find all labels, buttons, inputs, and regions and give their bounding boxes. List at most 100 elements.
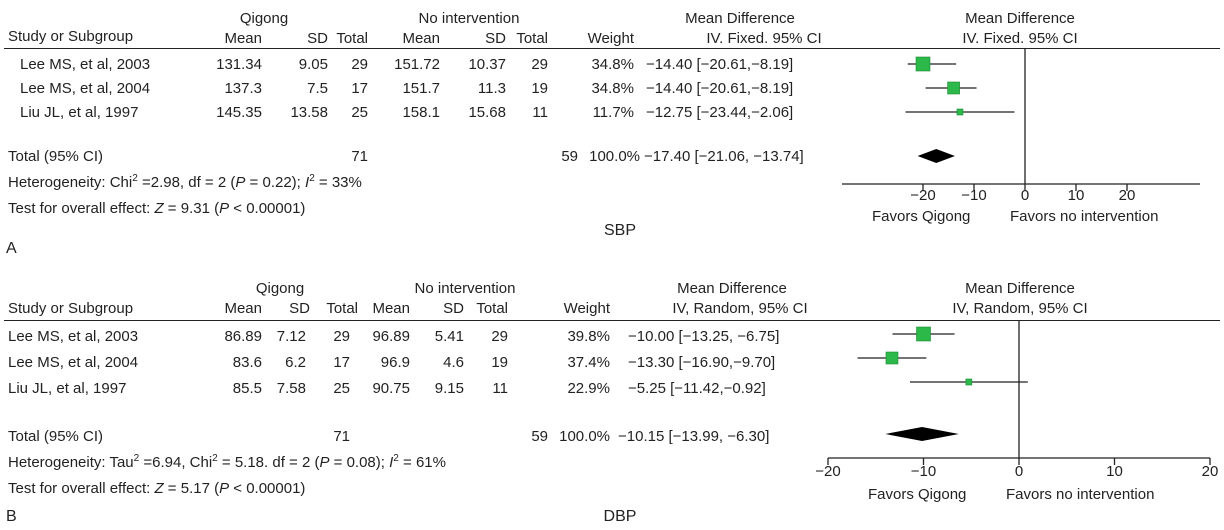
total-weight: 100.0%: [589, 148, 640, 165]
mean2-cell: 96.9: [380, 354, 410, 371]
study-marker: [965, 378, 973, 386]
md-header-left: Mean Difference: [685, 10, 795, 27]
weight-cell: 34.8%: [591, 80, 634, 97]
study-name: Lee MS, et al, 2003: [20, 56, 151, 73]
group2-header: No intervention: [414, 280, 516, 297]
weight-cell: 22.9%: [567, 380, 610, 397]
n1-cell: 17: [333, 354, 350, 371]
total-n1: 71: [333, 428, 350, 445]
panel-letter: A: [6, 240, 17, 257]
sd2-cell: 5.41: [434, 328, 464, 345]
study-col-header: Study or Subgroup: [8, 28, 134, 45]
md-header-right: Mean Difference: [965, 10, 1075, 27]
group1-header: Qigong: [255, 280, 305, 297]
n2-cell: 29: [491, 328, 508, 345]
pooled-diamond: [917, 149, 955, 163]
n1-cell: 25: [333, 380, 350, 397]
overall-effect-text: Test for overall effect: Z = 5.17 (P < 0…: [8, 480, 306, 497]
favors-left-label: Favors Qigong: [868, 486, 967, 503]
total-label: Total (95% CI): [8, 148, 104, 165]
n1-cell: 29: [351, 56, 368, 73]
sd1-cell: 9.05: [298, 56, 328, 73]
ci-cell: −13.30 [−16.90,−9.70]: [628, 354, 776, 371]
panel-outcome-label: SBP: [603, 222, 636, 239]
mean1-cell: 86.89: [224, 328, 262, 345]
mean2-col-header: Mean: [372, 300, 410, 317]
total2-col-header: Total: [516, 30, 548, 47]
study-marker: [915, 56, 931, 72]
ci-col-header: IV, Random, 95% CI: [672, 300, 808, 317]
mean2-cell: 90.75: [372, 380, 410, 397]
sd1-col-header: SD: [289, 300, 310, 317]
weight-cell: 37.4%: [567, 354, 610, 371]
x-tick-label: 20: [1202, 463, 1219, 480]
total1-col-header: Total: [336, 30, 368, 47]
weight-col-header: Weight: [563, 300, 610, 317]
mean1-cell: 85.5: [232, 380, 262, 397]
n1-cell: 25: [351, 104, 368, 121]
study-marker: [885, 351, 899, 365]
n2-cell: 11: [492, 380, 508, 397]
group2-header: No intervention: [418, 10, 520, 27]
weight-cell: 11.7%: [592, 104, 634, 121]
ci-cell: −14.40 [−20.61,−8.19]: [646, 80, 794, 97]
study-name: Lee MS, et al, 2003: [8, 328, 139, 345]
mean2-cell: 96.89: [372, 328, 410, 345]
mean2-col-header: Mean: [402, 30, 440, 47]
mean2-cell: 151.72: [394, 56, 440, 73]
sd2-col-header: SD: [443, 300, 464, 317]
n2-cell: 11: [532, 104, 548, 121]
study-name: Liu JL, et al, 1997: [20, 104, 139, 121]
favors-left-label: Favors Qigong: [872, 208, 971, 225]
ci-col-header: IV. Fixed. 95% CI: [706, 30, 822, 47]
mean2-cell: 158.1: [402, 104, 440, 121]
sd1-col-header: SD: [307, 30, 328, 47]
study-name: Liu JL, et al, 1997: [8, 380, 127, 397]
n2-cell: 19: [531, 80, 548, 97]
ci-cell: −5.25 [−11.42,−0.92]: [628, 380, 766, 397]
sd2-cell: 11.3: [477, 80, 506, 97]
x-tick-label: 10: [1106, 463, 1123, 480]
mean1-col-header: Mean: [224, 30, 262, 47]
x-tick-label: 20: [1119, 187, 1136, 204]
total-n1: 71: [351, 148, 368, 165]
sd2-col-header: SD: [485, 30, 506, 47]
mean1-cell: 83.6: [232, 354, 262, 371]
total2-col-header: Total: [476, 300, 508, 317]
total-weight: 100.0%: [559, 428, 610, 445]
total-label: Total (95% CI): [8, 428, 104, 445]
sd2-cell: 10.37: [468, 56, 506, 73]
n1-cell: 17: [351, 80, 368, 97]
weight-cell: 34.8%: [591, 56, 634, 73]
x-tick-label: −10: [961, 187, 986, 204]
md-header-right: Mean Difference: [965, 280, 1075, 297]
heterogeneity-text: Heterogeneity: Chi2 =2.98, df = 2 (P = 0…: [8, 173, 362, 192]
ci-cell: −14.40 [−20.61,−8.19]: [646, 56, 794, 73]
study-marker: [947, 81, 960, 95]
study-name: Lee MS, et al, 2004: [8, 354, 139, 371]
header-rule: [4, 48, 1220, 49]
x-tick-label: 0: [1015, 463, 1023, 480]
study-marker: [916, 326, 931, 342]
n2-cell: 29: [531, 56, 548, 73]
panel-outcome-label: DBP: [603, 508, 637, 525]
study-marker: [956, 108, 964, 116]
sd2-cell: 4.6: [443, 354, 464, 371]
pooled-diamond: [885, 427, 959, 441]
heterogeneity-text: Heterogeneity: Tau2 =6.94, Chi2 = 5.18. …: [8, 453, 446, 472]
total1-col-header: Total: [326, 300, 358, 317]
study-name: Lee MS, et al, 2004: [20, 80, 151, 97]
mean1-cell: 145.35: [216, 104, 262, 121]
favors-right-label: Favors no intervention: [1010, 208, 1159, 225]
plot-col-header: IV. Fixed. 95% CI: [962, 30, 1078, 47]
sd1-cell: 13.58: [290, 104, 328, 121]
sd2-cell: 15.68: [468, 104, 506, 121]
x-tick-label: 0: [1021, 187, 1029, 204]
x-tick-label: −20: [910, 187, 935, 204]
total-n2: 59: [561, 148, 578, 165]
sd1-cell: 7.5: [307, 80, 328, 97]
sd2-cell: 9.15: [434, 380, 464, 397]
mean2-cell: 151.7: [402, 80, 440, 97]
favors-right-label: Favors no intervention: [1006, 486, 1155, 503]
